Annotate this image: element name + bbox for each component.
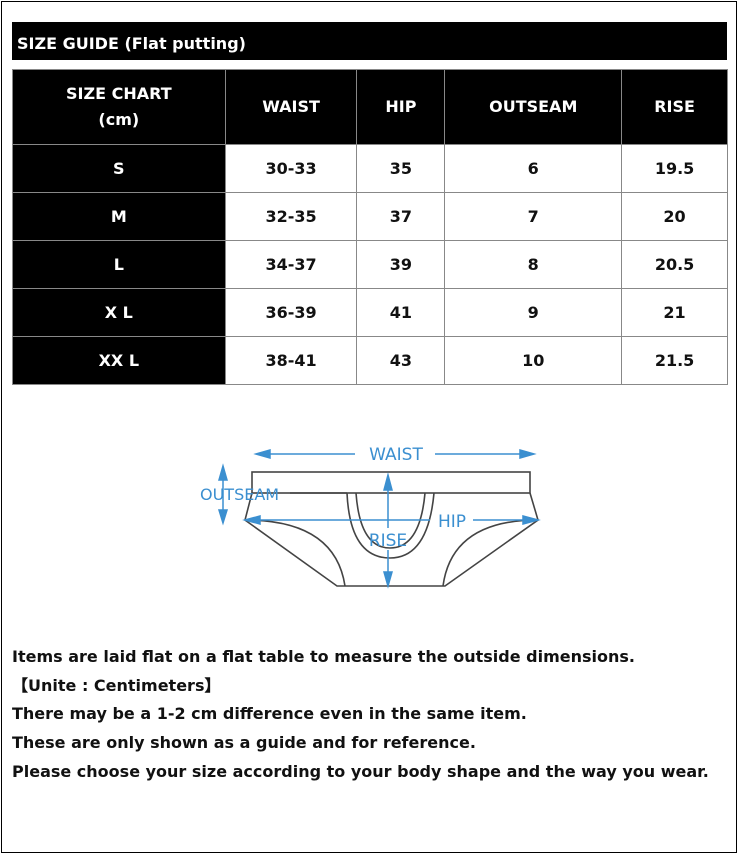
- size-cell: L: [12, 240, 226, 289]
- size-cell: XX L: [12, 336, 226, 385]
- notes: Items are laid flat on a flat table to m…: [12, 643, 732, 787]
- value-cell: 37: [356, 192, 446, 241]
- header-size-chart: SIZE CHART (cm): [12, 69, 226, 145]
- value-cell: 32-35: [224, 192, 358, 241]
- value-cell: 8: [444, 240, 623, 289]
- size-cell: S: [12, 144, 226, 193]
- header-line: SIZE CHART: [66, 84, 172, 103]
- value-cell: 35: [356, 144, 446, 193]
- hip-label: HIP: [438, 512, 466, 532]
- measure-arrows: [217, 449, 541, 589]
- value-cell: 21: [621, 288, 728, 337]
- page-title: SIZE GUIDE (Flat putting): [12, 22, 727, 60]
- table-row: M 32-35 37 7 20: [12, 192, 728, 241]
- value-cell: 10: [444, 336, 623, 385]
- value-cell: 19.5: [621, 144, 728, 193]
- size-cell: M: [12, 192, 226, 241]
- table-row: X L 36-39 41 9 21: [12, 288, 728, 337]
- table-header-row: SIZE CHART (cm) WAIST HIP OUTSEAM RISE: [12, 69, 728, 145]
- value-cell: 36-39: [224, 288, 358, 337]
- value-cell: 41: [356, 288, 446, 337]
- note-line: 【Unite : Centimeters】: [12, 675, 221, 695]
- note-line: There may be a 1-2 cm difference even in…: [12, 704, 527, 724]
- header-unit: (cm): [98, 110, 140, 129]
- value-cell: 21.5: [621, 336, 728, 385]
- value-cell: 20: [621, 192, 728, 241]
- size-cell: X L: [12, 288, 226, 337]
- measurement-diagram: WAIST OUTSEAM HIP RISE: [200, 445, 541, 589]
- value-cell: 20.5: [621, 240, 728, 289]
- table-row: S 30-33 35 6 19.5: [12, 144, 728, 193]
- briefs-outline: [244, 471, 539, 587]
- value-cell: 34-37: [224, 240, 358, 289]
- value-cell: 38-41: [224, 336, 358, 385]
- value-cell: 30-33: [224, 144, 358, 193]
- value-cell: 43: [356, 336, 446, 385]
- note-line: These are only shown as a guide and for …: [12, 733, 476, 753]
- header-outseam: OUTSEAM: [444, 69, 623, 145]
- header-rise: RISE: [621, 69, 728, 145]
- table-row: L 34-37 39 8 20.5: [12, 240, 728, 289]
- note-line: Items are laid flat on a flat table to m…: [12, 647, 635, 666]
- header-waist: WAIST: [224, 69, 358, 145]
- value-cell: 7: [444, 192, 623, 241]
- value-cell: 39: [356, 240, 446, 289]
- value-cell: 6: [444, 144, 623, 193]
- rise-label: RISE: [369, 531, 407, 551]
- outseam-label: OUTSEAM: [200, 485, 279, 504]
- note-line: Please choose your size according to you…: [12, 761, 709, 781]
- header-hip: HIP: [356, 69, 446, 145]
- value-cell: 9: [444, 288, 623, 337]
- waist-label: WAIST: [369, 445, 423, 465]
- table-row: XX L 38-41 43 10 21.5: [12, 336, 728, 385]
